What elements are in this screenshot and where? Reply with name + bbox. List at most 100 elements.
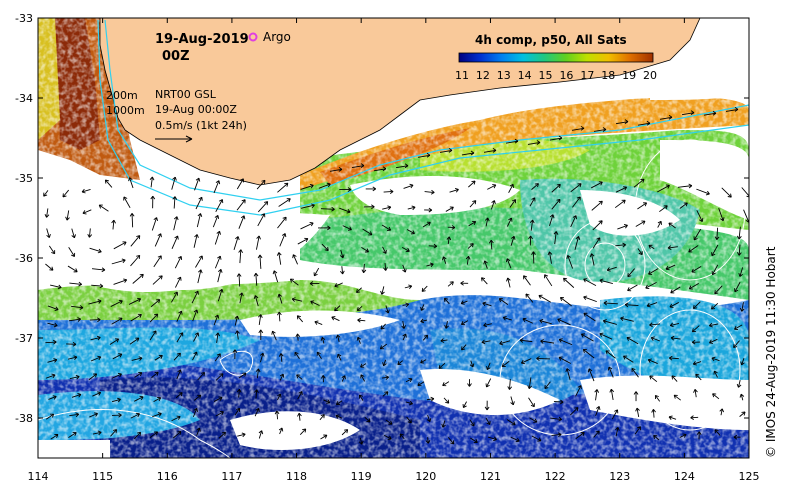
current-arrow-icon	[130, 235, 141, 247]
current-arrow-icon	[569, 407, 579, 416]
current-arrow-icon	[623, 355, 634, 363]
current-arrow-icon	[426, 262, 434, 268]
current-arrow-icon	[538, 294, 551, 303]
current-arrow-icon	[743, 209, 749, 223]
current-arrow-icon	[549, 135, 563, 141]
current-arrow-icon	[668, 415, 677, 420]
current-arrow-icon	[580, 333, 594, 342]
current-arrow-icon	[505, 258, 512, 269]
current-arrow-icon	[111, 258, 126, 265]
current-arrow-icon	[65, 210, 70, 221]
current-arrow-icon	[626, 336, 639, 345]
current-arrow-icon	[234, 407, 241, 416]
current-arrow-icon	[239, 292, 244, 304]
current-arrow-icon	[45, 263, 54, 271]
current-arrow-icon	[197, 269, 203, 284]
current-arrow-icon	[215, 332, 221, 344]
current-arrow-icon	[527, 140, 541, 145]
current-arrow-icon	[647, 358, 658, 364]
current-arrow-icon	[133, 431, 142, 440]
current-arrow-icon	[194, 177, 201, 191]
current-arrow-icon	[257, 254, 263, 269]
current-arrow-icon	[461, 344, 467, 351]
current-arrow-icon	[381, 224, 392, 231]
ssh-contours	[38, 139, 746, 458]
contour-200m	[104, 19, 749, 201]
current-arrow-icon	[671, 375, 678, 382]
current-arrow-icon	[238, 249, 243, 264]
current-arrow-icon	[443, 397, 450, 404]
current-arrow-icon	[637, 120, 651, 126]
current-arrow-icon	[665, 264, 676, 271]
current-arrow-icon	[257, 213, 266, 227]
current-arrow-icon	[50, 433, 59, 440]
current-arrow-icon	[693, 228, 702, 241]
current-arrow-icon	[299, 428, 307, 436]
current-arrow-icon	[420, 318, 428, 324]
current-arrow-icon	[236, 273, 242, 287]
current-arrow-icon	[403, 183, 414, 189]
current-arrow-icon	[176, 310, 183, 322]
current-arrow-icon	[659, 205, 668, 213]
current-arrow-icon	[544, 381, 551, 390]
current-arrow-icon	[485, 417, 491, 425]
current-arrow-icon	[615, 242, 626, 248]
current-arrow-icon	[406, 416, 412, 424]
current-arrow-icon	[214, 230, 221, 245]
current-arrow-icon	[470, 437, 478, 444]
current-arrow-icon	[383, 189, 394, 195]
colorbar-tick-label: 12	[476, 69, 490, 82]
current-arrow-icon	[446, 236, 452, 245]
current-arrow-icon	[582, 348, 595, 359]
colorbar-tick-label: 14	[518, 69, 532, 82]
current-arrow-icon	[47, 305, 59, 311]
current-arrow-icon	[425, 437, 431, 444]
current-arrow-icon	[469, 200, 477, 208]
current-arrow-icon	[738, 267, 744, 277]
current-arrow-icon	[258, 314, 263, 326]
current-arrow-icon	[323, 399, 331, 404]
current-arrow-icon	[339, 266, 345, 275]
current-arrow-icon	[520, 358, 532, 365]
current-arrow-icon	[536, 356, 550, 361]
current-arrow-icon	[291, 297, 303, 302]
current-arrow-icon	[688, 245, 699, 253]
current-arrow-icon	[523, 275, 531, 286]
current-arrow-icon	[381, 375, 389, 380]
current-arrow-icon	[553, 231, 559, 245]
current-arrow-icon	[593, 127, 607, 132]
current-arrow-icon	[669, 322, 680, 328]
current-arrow-icon	[565, 368, 571, 381]
map-date: 19-Aug-2019	[155, 32, 249, 47]
plot-frame	[37, 17, 750, 459]
current-arrow-icon	[614, 199, 626, 209]
x-tick-label: 120	[415, 470, 436, 483]
current-arrow-icon	[649, 322, 660, 328]
current-arrow-icon	[668, 222, 676, 229]
current-arrow-icon	[461, 150, 475, 156]
product-label: NRT00 GSL	[155, 88, 217, 101]
current-arrow-icon	[357, 317, 366, 323]
x-tick-label: 117	[221, 470, 242, 483]
current-arrow-icon	[481, 339, 491, 345]
current-arrow-icon	[289, 278, 299, 286]
current-arrow-icon	[549, 214, 555, 226]
current-arrow-icon	[447, 437, 455, 445]
current-arrow-icon	[278, 427, 284, 435]
current-arrow-icon	[218, 431, 226, 439]
current-arrow-icon	[81, 188, 91, 194]
current-arrow-icon	[490, 200, 496, 210]
current-arrow-icon	[279, 373, 285, 381]
current-arrow-icon	[583, 278, 597, 287]
current-arrow-icon	[531, 251, 536, 264]
current-arrow-icon	[657, 220, 662, 228]
current-arrow-icon	[195, 255, 203, 268]
current-arrow-icon	[318, 182, 331, 189]
current-arrow-icon	[313, 267, 320, 277]
current-arrow-icon	[68, 247, 76, 257]
current-arrow-icon	[277, 182, 289, 193]
current-arrow-icon	[278, 198, 291, 207]
colorbar-tick-label: 16	[559, 69, 573, 82]
current-arrow-icon	[592, 237, 601, 249]
current-arrow-icon	[711, 356, 720, 362]
